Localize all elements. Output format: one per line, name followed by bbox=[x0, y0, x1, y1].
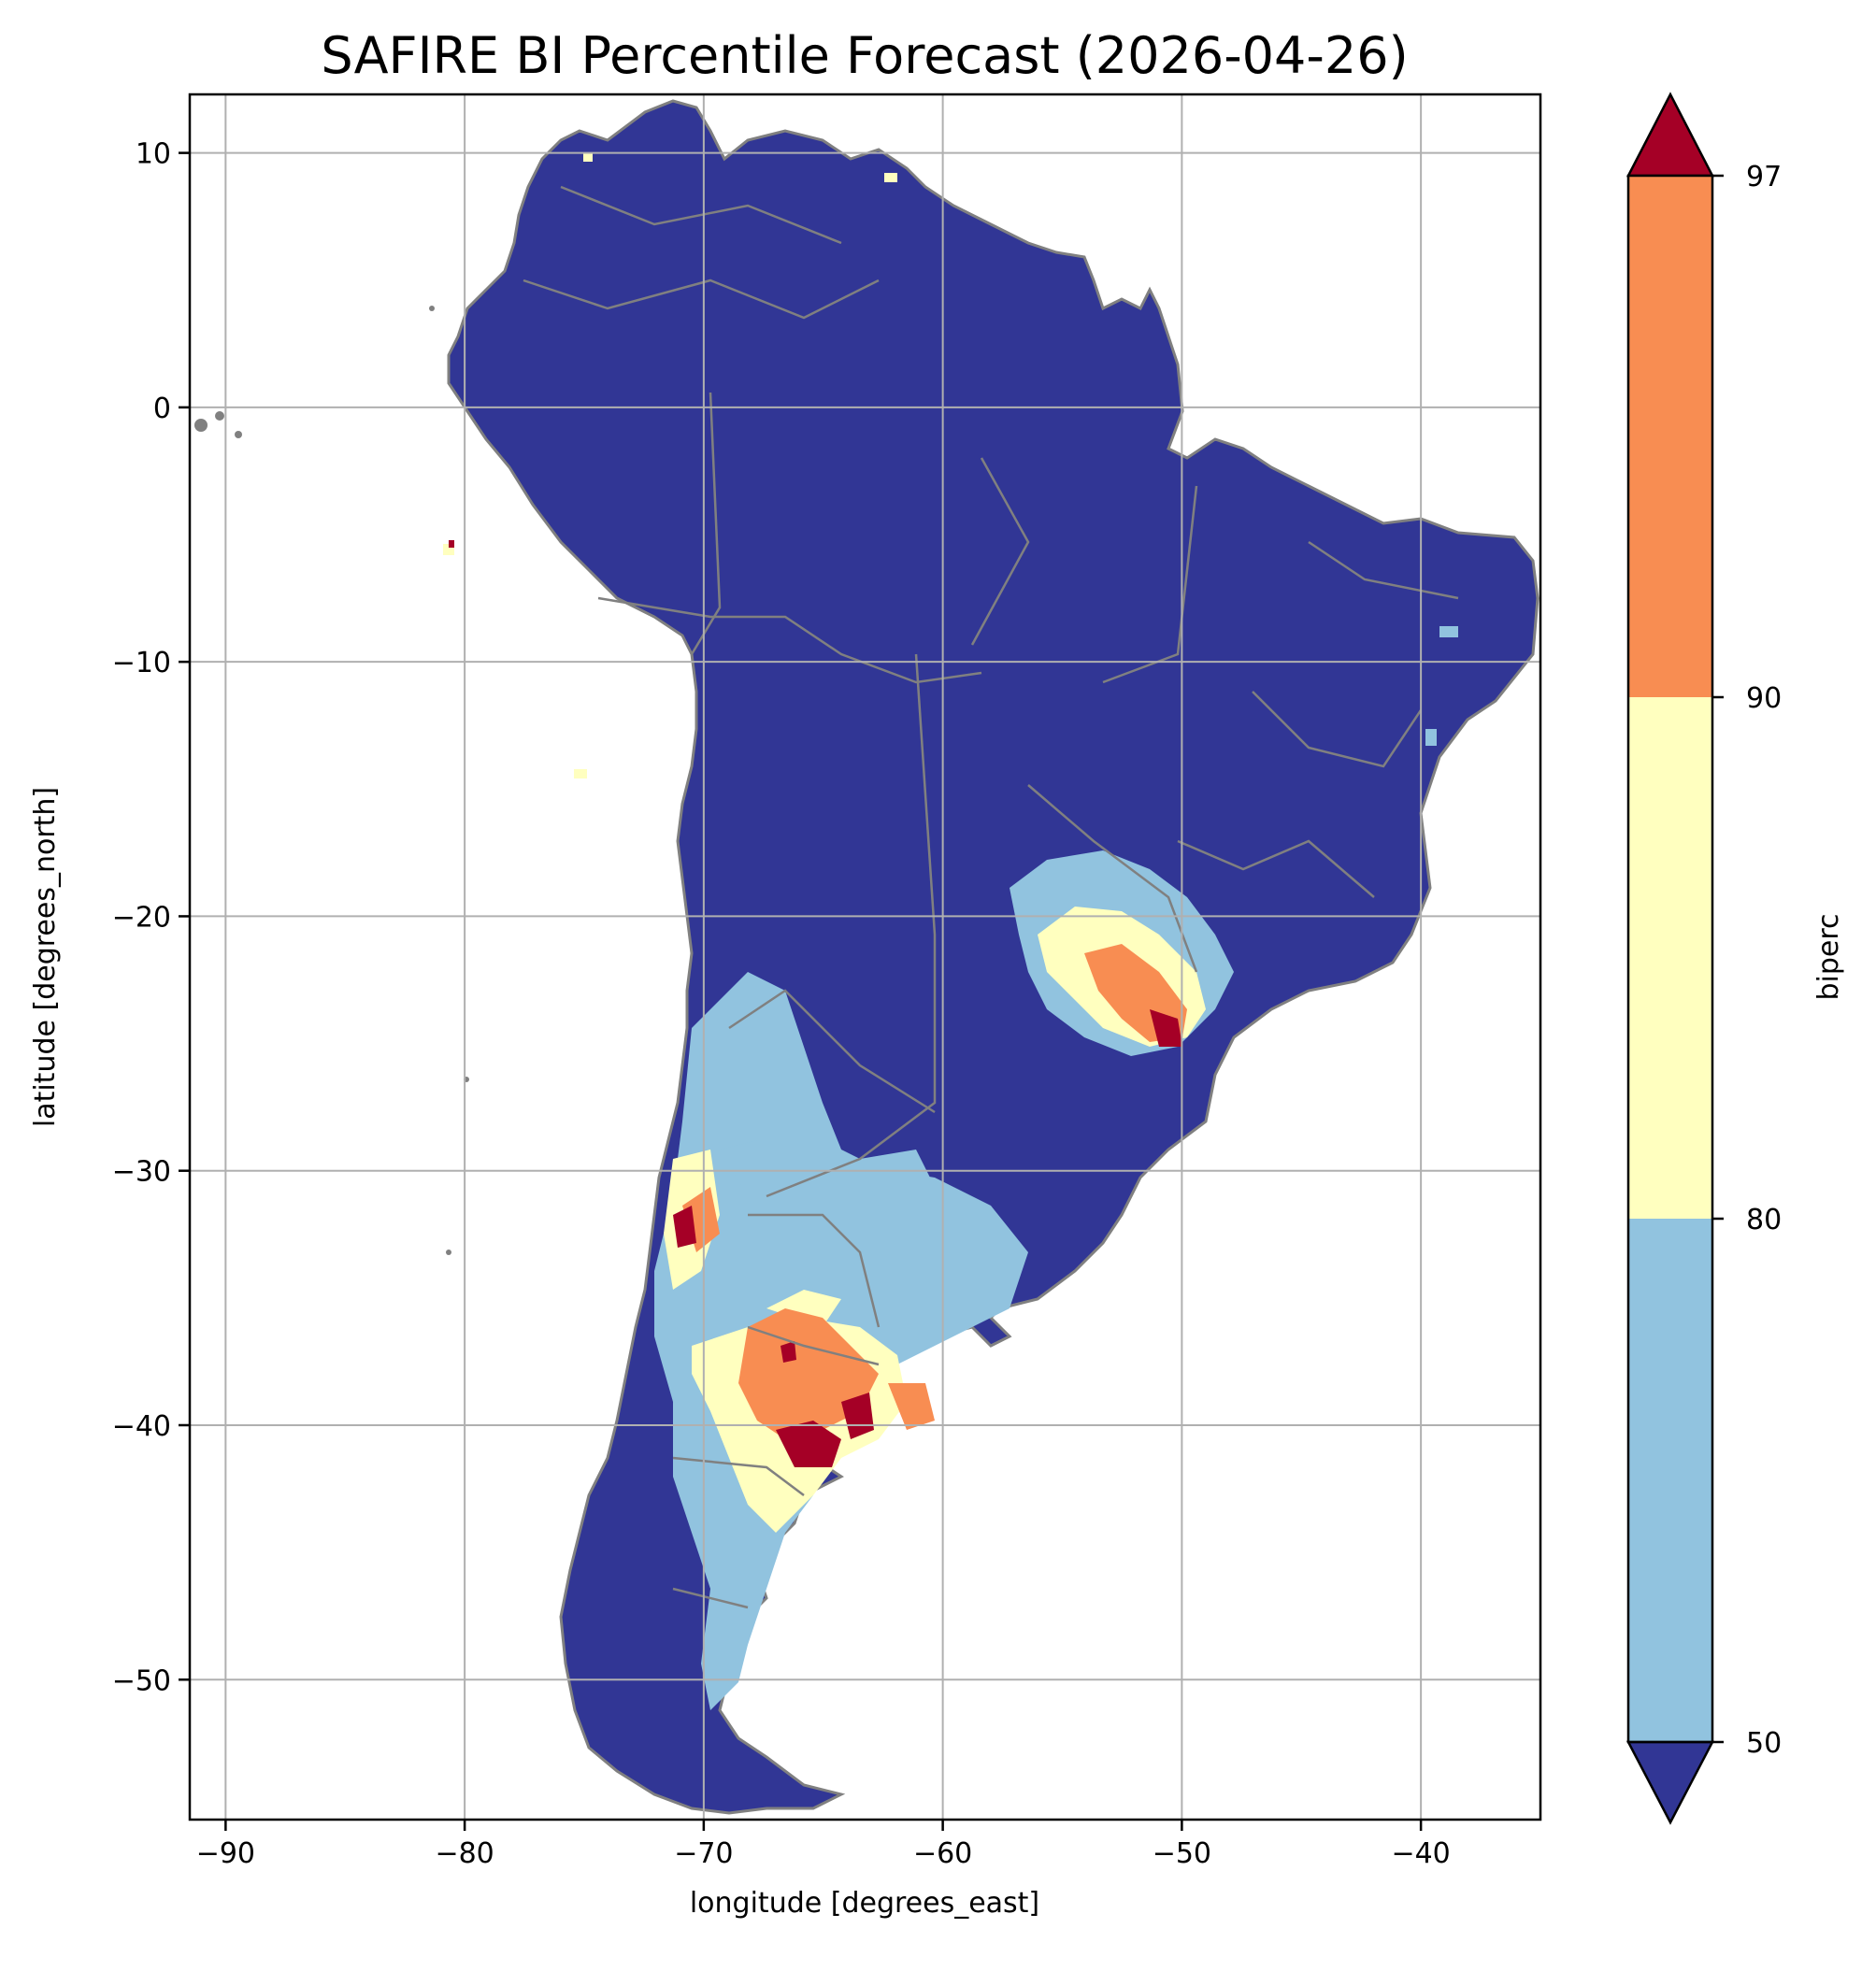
y-tick-label: −30 bbox=[112, 1156, 171, 1189]
x-tick-label: −80 bbox=[435, 1837, 494, 1870]
x-tick-label: −40 bbox=[1391, 1837, 1450, 1870]
axis-ticks: −90 −80 −70 −60 −50 −40 10 0 −10 −20 −30 −40 −50 bbox=[112, 138, 1451, 1870]
colorbar-tick-80: 80 bbox=[1746, 1204, 1782, 1236]
colorbar-label: biperc bbox=[1812, 913, 1845, 1000]
colorbar: 97 90 80 50 biperc bbox=[1625, 92, 1845, 1825]
x-tick-label: −70 bbox=[674, 1837, 733, 1870]
y-tick-label: 0 bbox=[153, 393, 171, 425]
coastal-hotspots bbox=[443, 152, 1458, 778]
y-tick-label: −20 bbox=[112, 901, 171, 934]
colorbar-frame bbox=[1626, 174, 1714, 1744]
y-axis-label: latitude [degrees_north] bbox=[29, 787, 62, 1127]
x-tick-label: −60 bbox=[913, 1837, 972, 1870]
y-tick-label: −10 bbox=[112, 647, 171, 679]
x-tick-label: −90 bbox=[196, 1837, 255, 1870]
map-frame bbox=[188, 93, 1542, 1821]
gridlines bbox=[190, 94, 1540, 1820]
y-tick-label: 10 bbox=[136, 138, 171, 171]
colorbar-extend-high bbox=[1625, 92, 1715, 178]
colorbar-tick-50: 50 bbox=[1746, 1727, 1782, 1760]
zone-above-97 bbox=[673, 1009, 1182, 1467]
colorbar-tick-90: 90 bbox=[1746, 682, 1782, 715]
x-tick-label: −50 bbox=[1153, 1837, 1211, 1870]
colorbar-bin-80-90 bbox=[1628, 697, 1712, 1219]
y-tick-label: −40 bbox=[112, 1410, 171, 1443]
map-title: SAFIRE BI Percentile Forecast (2026-04-2… bbox=[321, 26, 1408, 85]
y-tick-label: −50 bbox=[112, 1664, 171, 1697]
colorbar-bin-50-80 bbox=[1628, 1219, 1712, 1742]
colorbar-tick-97: 97 bbox=[1746, 161, 1782, 193]
colorbar-bin-90-97 bbox=[1628, 176, 1712, 697]
map-panel: −90 −80 −70 −60 −50 −40 10 0 −10 −20 −30 −40 −50 lon… bbox=[29, 93, 1542, 1920]
colorbar-extend-low bbox=[1625, 1740, 1715, 1825]
x-axis-label: longitude [degrees_east] bbox=[690, 1887, 1039, 1920]
